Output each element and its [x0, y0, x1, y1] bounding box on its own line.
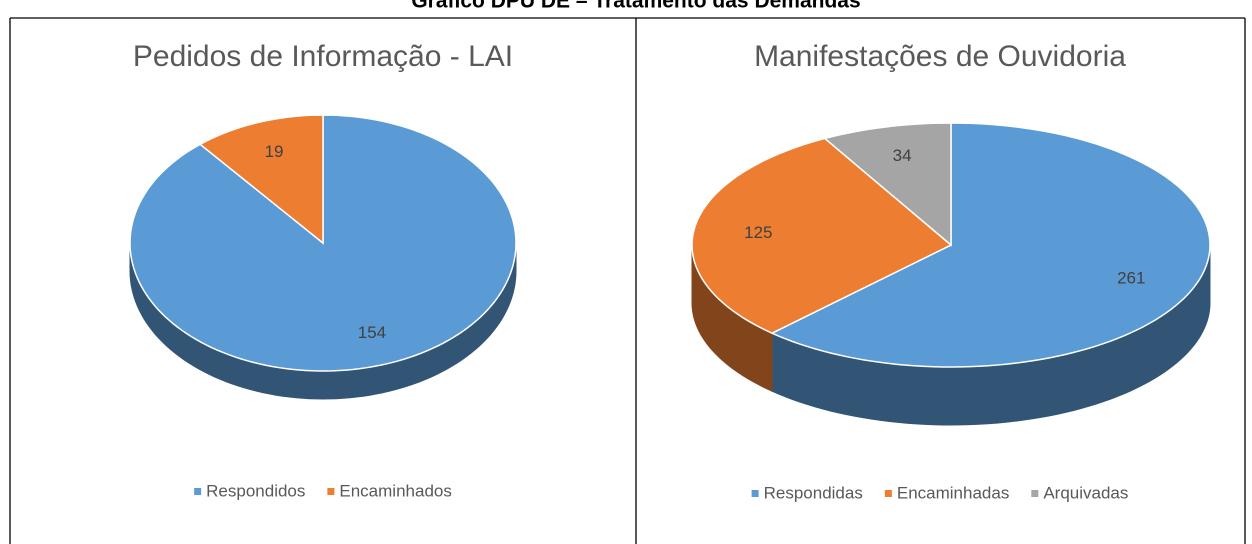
data-label: 125 — [744, 223, 772, 242]
legend-label: Respondidos — [206, 481, 305, 500]
data-label: 154 — [358, 323, 386, 342]
data-label: 19 — [265, 142, 284, 161]
data-label: 34 — [893, 146, 912, 165]
legend-swatch — [751, 490, 759, 497]
legend-label: Encaminhados — [339, 481, 451, 500]
legend-swatch — [194, 488, 202, 495]
slice — [691, 137, 953, 335]
legend-swatch — [884, 490, 892, 497]
chart-title: Manifestações de Ouvidoria — [754, 40, 1126, 73]
legend-swatch — [327, 488, 335, 495]
legend-label: Arquivadas — [1043, 483, 1128, 502]
page-title: Gráfico DPU DE – Tratamento das Demandas — [411, 0, 860, 13]
legend-label: Respondidas — [764, 483, 863, 502]
data-label: 261 — [1117, 269, 1145, 288]
panel-borders — [9, 17, 1246, 544]
legend-swatch — [1031, 490, 1039, 497]
slice — [198, 114, 324, 245]
chart-title: Pedidos de Informação - LAI — [133, 40, 513, 73]
slice — [770, 122, 1211, 368]
legend-label: Encaminhadas — [897, 483, 1009, 502]
slice — [823, 122, 952, 247]
